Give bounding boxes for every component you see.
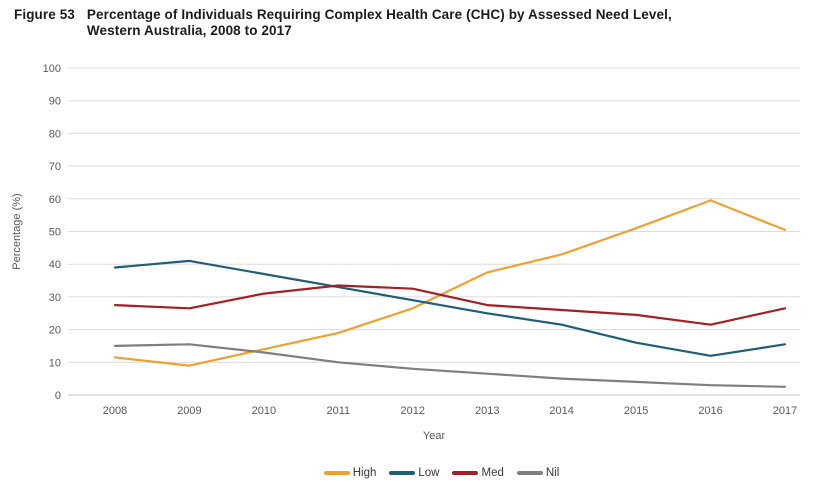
- series-line-med: [113, 284, 787, 326]
- legend-swatch-nil-icon: [516, 471, 543, 475]
- x-tick-label: 2013: [475, 405, 499, 417]
- x-tick-label: 2011: [327, 405, 351, 417]
- x-tick-label: 2010: [252, 405, 276, 417]
- figure-header: Figure 53 Percentage of Individuals Requ…: [14, 7, 814, 39]
- x-axis-title: Year: [423, 430, 446, 442]
- figure-label: Figure 53: [14, 7, 75, 22]
- legend-swatch-med-icon: [452, 471, 479, 475]
- y-tick-label: 50: [49, 227, 61, 239]
- x-tick-label: 2017: [773, 405, 797, 417]
- x-tick-label: 2014: [549, 405, 573, 417]
- y-tick-label: 70: [49, 161, 61, 173]
- y-tick-label: 30: [49, 292, 61, 304]
- x-tick-label: 2015: [624, 405, 648, 417]
- series-line-high: [113, 199, 787, 367]
- series-line-low: [113, 259, 787, 357]
- figure-title-line2: Western Australia, 2008 to 2017: [86, 23, 292, 38]
- x-tick-label: 2008: [103, 405, 127, 417]
- legend-label-high: High: [352, 467, 377, 479]
- legend-label-med: Med: [481, 467, 504, 479]
- x-tick-label: 2016: [698, 405, 722, 417]
- chc-need-level-line-chart: 0 10 20 30 40 50 60 70 80 90 100 2008 2009 2010 2011 20…: [11, 63, 800, 442]
- y-tick-label: 60: [49, 194, 61, 206]
- legend-swatch-high-icon: [323, 471, 350, 475]
- legend-item-nil: Nil: [516, 466, 560, 480]
- x-tick-label: 2012: [401, 405, 425, 417]
- y-tick-label: 0: [55, 390, 61, 402]
- y-tick-label: 100: [43, 63, 61, 75]
- gridlines: [68, 67, 800, 396]
- legend-item-low: Low: [389, 466, 439, 480]
- legend-swatch-low-icon: [389, 471, 416, 475]
- figure-title-line1: Percentage of Individuals Requiring Comp…: [86, 7, 672, 22]
- y-tick-label: 10: [49, 357, 61, 369]
- y-tick-label: 40: [49, 259, 61, 271]
- legend-label-nil: Nil: [545, 467, 560, 479]
- x-tick-label: 2009: [177, 405, 201, 417]
- legend-label-low: Low: [418, 467, 440, 479]
- chart-legend: High Low Med Nil: [56, 464, 827, 482]
- legend-item-med: Med: [452, 466, 504, 480]
- x-axis-tick-labels: 2008 2009 2010 2011 2012 2013 2014 2015 2016 2017: [103, 405, 797, 417]
- y-tick-label: 20: [49, 325, 61, 337]
- y-tick-label: 80: [49, 128, 61, 140]
- legend-item-high: High: [323, 466, 377, 480]
- series-line-nil: [113, 343, 787, 388]
- y-axis-tick-labels: 0 10 20 30 40 50 60 70 80 90 100: [43, 63, 61, 402]
- y-tick-label: 90: [49, 96, 61, 108]
- figure-title: Percentage of Individuals Requiring Comp…: [87, 7, 672, 39]
- y-axis-title: Percentage (%): [11, 193, 23, 269]
